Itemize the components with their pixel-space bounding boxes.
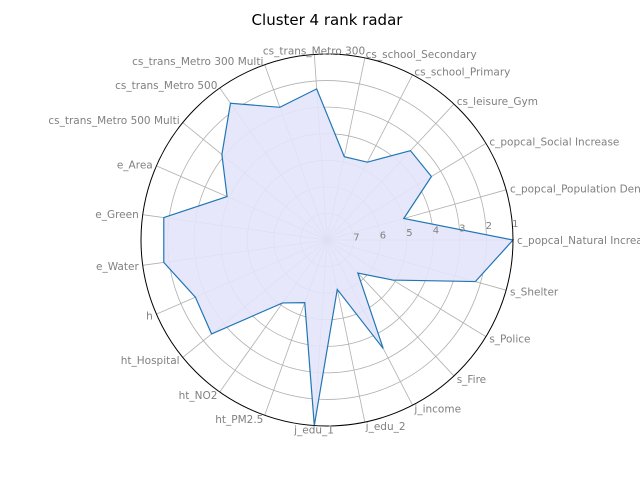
radial-tick-label: 7 xyxy=(353,233,359,244)
outer-frame xyxy=(140,53,514,427)
axis-label: cs_trans_Metro 500 Multi xyxy=(48,115,179,127)
axis-label: cs_trans_Metro 300 xyxy=(263,45,365,57)
axis-label: c_popcal_Social Increase xyxy=(489,136,619,148)
axis-label: cs_trans_Metro 500 xyxy=(115,80,217,92)
axis-label: cs_leisure_Gym xyxy=(457,96,538,108)
polar-frame xyxy=(140,53,514,427)
data-area xyxy=(163,88,515,426)
radial-tick-label: 1 xyxy=(512,219,518,230)
axis-label: cs_school_Primary xyxy=(414,66,510,78)
axis-labels: c_popcal_Natural Increase c_popcal_Popula… xyxy=(48,45,640,436)
radial-tick-labels: 7 6 5 4 3 2 1 xyxy=(353,219,518,244)
radial-tick-label: 2 xyxy=(486,221,492,232)
radial-tick-label: 6 xyxy=(380,230,386,241)
axis-label: e_Area xyxy=(117,159,153,171)
axis-label: cs_trans_Metro 300 Multi xyxy=(132,56,263,68)
axis-label: c_popcal_Natural Increase xyxy=(517,235,640,247)
axis-label: j_edu_1 xyxy=(293,425,334,437)
axis-label: ht_PM2.5 xyxy=(215,414,263,426)
axis-label: ht_Hospital xyxy=(121,355,180,367)
axis-label: e_Water xyxy=(96,261,139,273)
radial-tick-label: 4 xyxy=(433,226,439,237)
axis-label: c_popcal_Population Density xyxy=(510,184,640,196)
axis-label: s_Fire xyxy=(457,374,486,386)
axis-label: s_Police xyxy=(489,334,530,346)
radial-tick-label: 5 xyxy=(406,228,412,239)
axis-label: cs_school_Secondary xyxy=(366,49,477,61)
axis-label: j_income xyxy=(413,404,461,416)
axis-label: e_Green xyxy=(95,209,139,221)
axis-label: ht_NO2 xyxy=(179,390,218,402)
radial-tick-label: 3 xyxy=(459,223,465,234)
chart-title: Cluster 4 rank radar xyxy=(252,11,404,29)
axis-label: j_edu_2 xyxy=(365,421,406,433)
axis-label: s_Shelter xyxy=(510,286,559,298)
axis-label: h xyxy=(146,311,153,323)
series-line xyxy=(163,88,515,426)
series-fill xyxy=(163,88,514,426)
